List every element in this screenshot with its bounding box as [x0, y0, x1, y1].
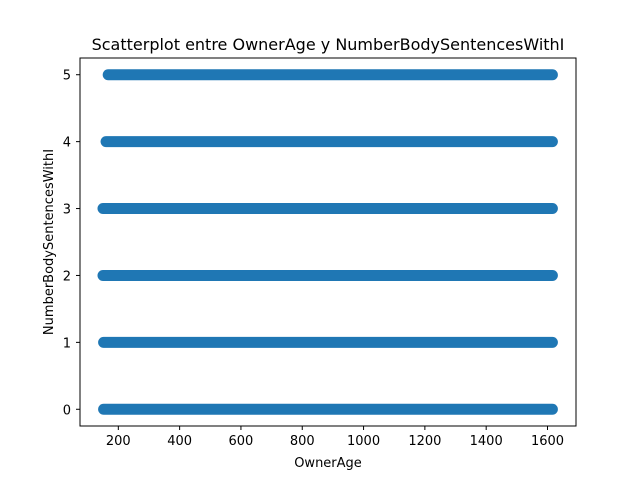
x-axis-ticks: 200 400 600 800 1000 1200 1400 1600	[106, 426, 564, 449]
x-tick-label: 1400	[470, 434, 503, 449]
x-tick-label: 200	[106, 434, 131, 449]
x-axis-title: OwnerAge	[294, 456, 362, 471]
y-axis-ticks: 0 1 2 3 4 5	[63, 69, 80, 418]
x-tick-label: 800	[290, 434, 315, 449]
y-tick-label: 1	[63, 336, 71, 351]
plot-frame	[79, 57, 577, 427]
x-tick-label: 1600	[531, 434, 564, 449]
x-tick-label: 600	[229, 434, 254, 449]
y-tick-label: 5	[63, 69, 71, 84]
y-tick-label: 4	[63, 136, 71, 151]
y-tick-label: 0	[63, 403, 71, 418]
y-tick-label: 3	[63, 203, 71, 218]
scatter-points	[97, 69, 558, 415]
chart-title: Scatterplot entre OwnerAge y NumberBodyS…	[92, 35, 565, 54]
x-tick-label: 1200	[408, 434, 441, 449]
x-tick-label: 1000	[347, 434, 380, 449]
y-axis-title: NumberBodySentencesWithI	[42, 149, 57, 335]
x-tick-label: 400	[167, 434, 192, 449]
y-tick-label: 2	[63, 269, 71, 284]
